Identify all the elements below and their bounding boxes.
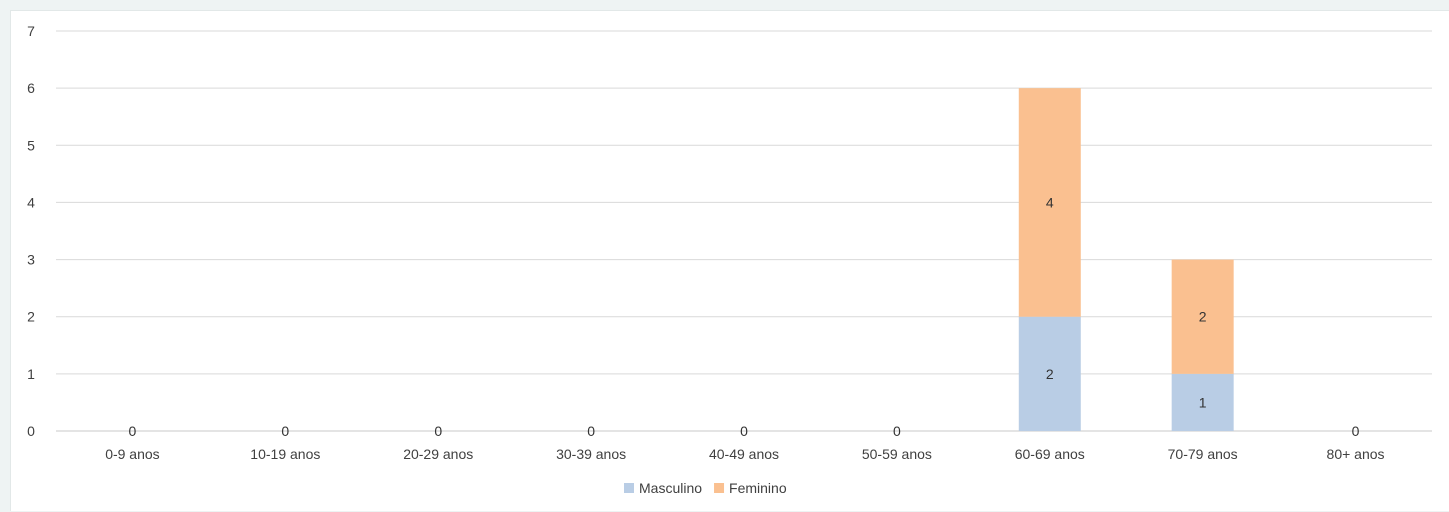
data-label: 2 [1199, 309, 1207, 325]
y-tick-label: 6 [27, 80, 35, 96]
x-tick-label: 0-9 anos [105, 446, 159, 462]
y-tick-label: 2 [27, 309, 35, 325]
data-label: 1 [1199, 394, 1207, 410]
bar-segment [1018, 316, 1081, 431]
legend-label: Feminino [729, 480, 787, 496]
data-label: 4 [1046, 194, 1054, 210]
x-tick-label: 10-19 anos [250, 446, 320, 462]
x-tick-label: 60-69 anos [1015, 446, 1085, 462]
data-label: 2 [1046, 366, 1054, 382]
y-tick-label: 5 [27, 137, 35, 153]
x-tick-label: 50-59 anos [862, 446, 932, 462]
y-tick-label: 7 [27, 23, 35, 39]
x-tick-label: 40-49 anos [709, 446, 779, 462]
data-label: 0 [434, 423, 442, 439]
y-tick-label: 4 [27, 194, 35, 210]
x-axis-ticks: 0-9 anos 10-19 anos 20-29 anos 30-39 anos 40… [105, 446, 1384, 462]
data-label: 0 [893, 423, 901, 439]
legend: Masculino Feminino [624, 480, 787, 496]
x-tick-label: 70-79 anos [1168, 446, 1238, 462]
x-tick-label: 30-39 anos [556, 446, 626, 462]
legend-label: Masculino [639, 480, 702, 496]
data-labels: 0 0 0 0 0 0 2 4 1 2 0 [129, 194, 1360, 439]
x-tick-label: 80+ anos [1327, 446, 1385, 462]
y-axis-ticks: 0 1 2 3 4 5 6 7 [27, 23, 35, 439]
x-tick-label: 20-29 anos [403, 446, 473, 462]
y-tick-label: 3 [27, 252, 35, 268]
data-label: 0 [587, 423, 595, 439]
chart-card: 0 1 2 3 4 5 6 7 0-9 anos 10-19 anos 20-29 anos 30-… [10, 10, 1449, 511]
y-tick-label: 0 [27, 423, 35, 439]
stacked-bar-chart: 0 1 2 3 4 5 6 7 0-9 anos 10-19 anos 20-29 anos 30-… [27, 23, 1432, 496]
bar-segment [1171, 259, 1234, 374]
y-tick-label: 1 [27, 366, 35, 382]
data-label: 0 [740, 423, 748, 439]
bars [1018, 88, 1234, 431]
data-label: 0 [129, 423, 137, 439]
data-label: 0 [1352, 423, 1360, 439]
legend-swatch [714, 483, 725, 493]
bar-segment [1171, 373, 1234, 431]
bar-segment [1018, 88, 1081, 317]
gridlines [56, 30, 1432, 432]
data-label: 0 [281, 423, 289, 439]
legend-swatch [624, 483, 634, 493]
